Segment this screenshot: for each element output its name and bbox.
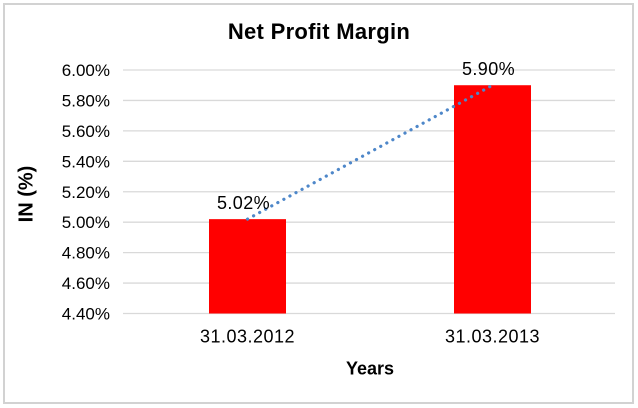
- bar-value-label: 5.02%: [217, 193, 270, 213]
- y-tick-label: 4.80%: [62, 244, 110, 263]
- y-axis-title: IN (%): [15, 165, 38, 223]
- bar: [454, 85, 531, 314]
- chart-title: Net Profit Margin: [227, 19, 411, 44]
- y-tick-label: 4.40%: [62, 305, 110, 324]
- y-tick-label: 4.60%: [62, 274, 110, 293]
- bar: [209, 219, 286, 314]
- x-axis-title: Years: [345, 358, 395, 379]
- y-tick-label: 5.40%: [62, 152, 110, 171]
- y-tick-label: 6.00%: [62, 61, 110, 80]
- trendline: [245, 83, 495, 221]
- y-tick-label: 5.00%: [62, 213, 110, 232]
- y-tick-label: 5.60%: [62, 122, 110, 141]
- y-tick-label: 5.80%: [62, 91, 110, 110]
- x-tick-label: 31.03.2013: [445, 327, 540, 347]
- x-tick-label: 31.03.2012: [200, 327, 295, 347]
- bar-value-label: 5.90%: [462, 59, 515, 79]
- y-tick-label: 5.20%: [62, 183, 110, 202]
